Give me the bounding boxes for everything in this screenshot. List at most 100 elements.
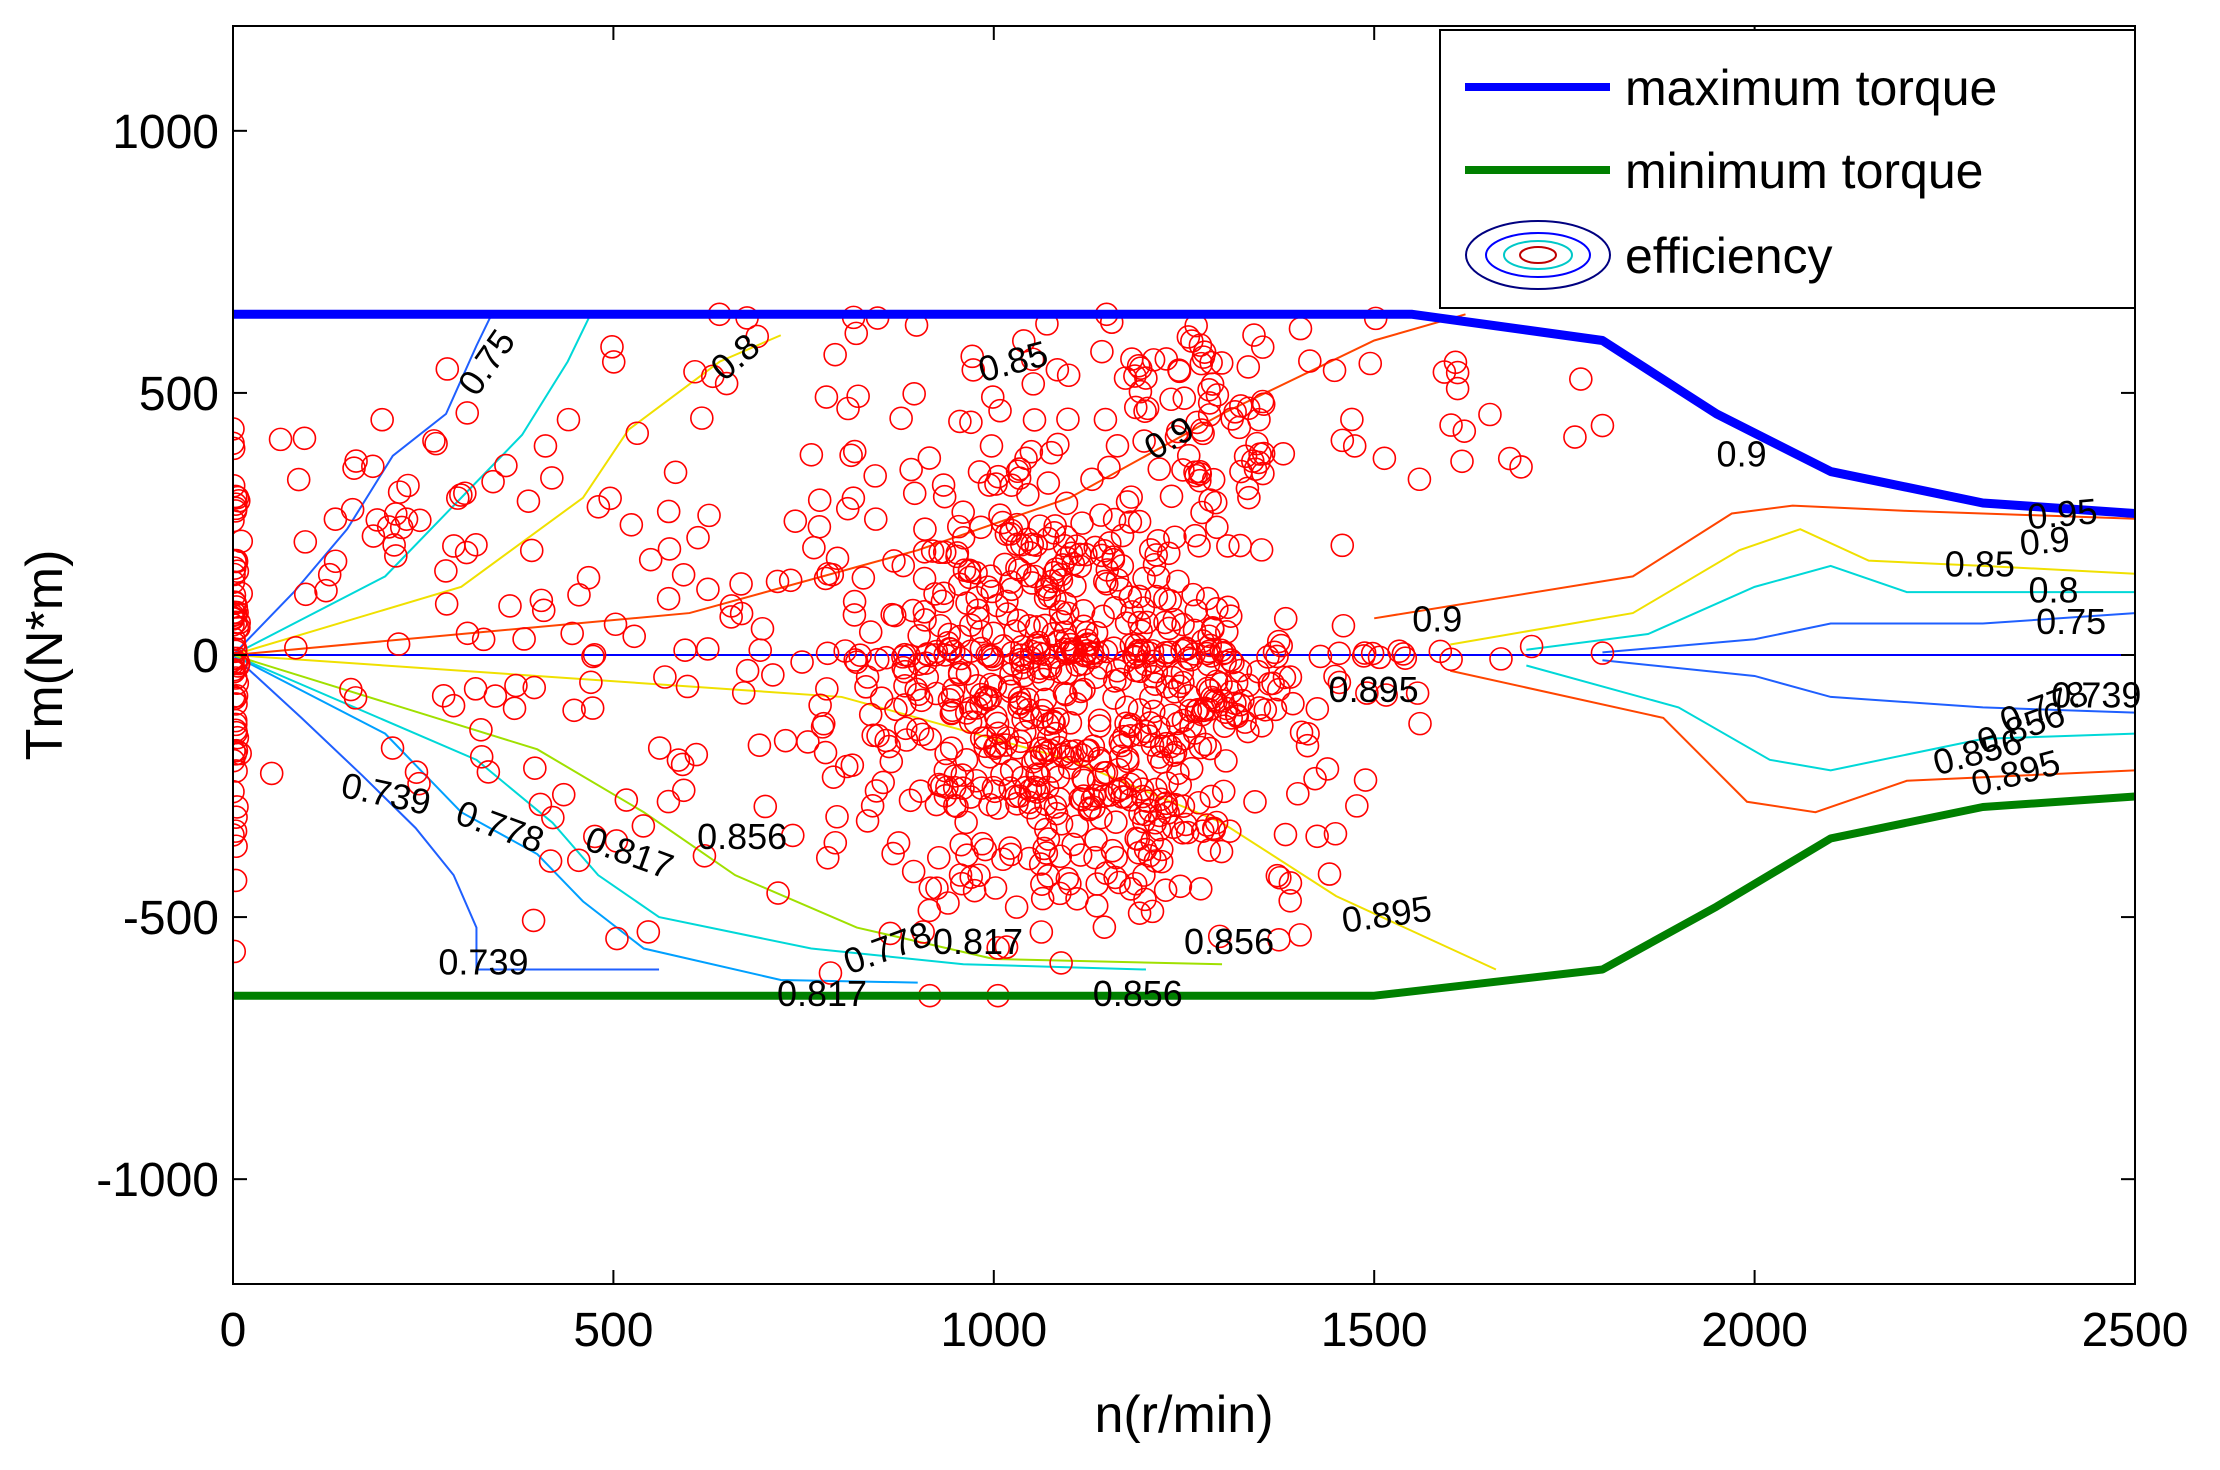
operating-point (1058, 871, 1082, 896)
operating-point (912, 566, 937, 591)
operating-point (814, 385, 839, 409)
operating-point (1197, 624, 1221, 649)
operating-point (1216, 534, 1240, 558)
operating-point (799, 442, 824, 467)
contour-label: 0.856 (697, 816, 787, 857)
operating-point (1308, 644, 1333, 669)
legend-label-max-torque: maximum torque (1625, 60, 1997, 116)
operating-point (969, 619, 994, 644)
operating-point (1105, 658, 1130, 683)
operating-point (233, 742, 248, 766)
operating-point (1266, 629, 1291, 654)
operating-point (833, 639, 857, 663)
axis-ticks: 0 500 1000 1500 2000 2500 -1000 -500 0 500 1000 (96, 26, 2188, 1357)
operating-point (902, 481, 927, 506)
operating-point (339, 677, 363, 702)
operating-point (928, 613, 953, 638)
operating-point (1030, 704, 1054, 729)
operating-point (1170, 638, 1194, 663)
operating-point (778, 568, 803, 593)
operating-point (860, 793, 885, 818)
operating-point (1205, 515, 1229, 540)
operating-point (1090, 339, 1114, 364)
operating-point (286, 467, 311, 492)
operating-point (976, 575, 1000, 600)
operating-point (1408, 711, 1432, 736)
operating-point (1074, 542, 1098, 567)
operating-point (891, 553, 916, 578)
operating-point (1125, 642, 1149, 666)
operating-point (1103, 669, 1127, 693)
operating-point (1102, 686, 1126, 710)
operating-point (1031, 667, 1056, 692)
operating-point (1197, 391, 1222, 415)
operating-point (1007, 686, 1032, 710)
operating-point (1132, 429, 1156, 453)
operating-point (233, 834, 248, 859)
operating-point (1072, 677, 1096, 702)
operating-point (1142, 552, 1167, 577)
operating-point (1268, 865, 1292, 890)
operating-point (1110, 554, 1135, 578)
operating-point (1236, 673, 1261, 698)
operating-point (1024, 615, 1049, 639)
operating-point (1360, 641, 1385, 666)
operating-point (970, 831, 994, 856)
operating-point (268, 427, 293, 452)
operating-point (1102, 507, 1127, 532)
operating-point (1119, 877, 1143, 901)
operating-point (404, 760, 429, 784)
operating-point (863, 507, 888, 531)
operating-point (1092, 915, 1117, 939)
operating-point (958, 710, 983, 734)
operating-point (892, 642, 917, 667)
operating-point (1140, 899, 1165, 924)
operating-point (1439, 413, 1463, 437)
y-tick-label: 1000 (112, 106, 219, 159)
operating-point (1235, 476, 1260, 501)
operating-point (977, 644, 1002, 668)
y-tick-label: 0 (192, 630, 219, 683)
operating-point (1049, 562, 1073, 587)
operating-point (1083, 845, 1107, 870)
operating-point (1288, 923, 1312, 947)
contour-label: 0.856 (1093, 973, 1183, 1014)
operating-point (1153, 610, 1177, 635)
operating-point (1165, 419, 1190, 444)
operating-point (631, 814, 656, 838)
operating-point (453, 481, 477, 506)
efficiency-contour (1450, 528, 2135, 646)
operating-point (1094, 571, 1119, 596)
operating-point (233, 484, 248, 509)
operating-point (1190, 500, 1214, 525)
operating-point (293, 582, 318, 607)
operating-point (1042, 521, 1067, 545)
operating-point (1064, 692, 1088, 716)
operating-point (821, 765, 846, 789)
operating-point (469, 718, 493, 742)
operating-point (983, 876, 1008, 900)
operating-point (846, 384, 870, 409)
efficiency-contour (1526, 564, 2135, 651)
operating-point (1330, 428, 1355, 453)
operating-point (696, 577, 720, 602)
operating-point (1242, 323, 1266, 347)
operating-point (1043, 795, 1068, 819)
operating-point (580, 696, 605, 720)
operating-point (560, 621, 584, 646)
operating-point (1215, 620, 1239, 644)
operating-point (1108, 730, 1133, 754)
operating-point (233, 613, 245, 637)
operating-point (455, 621, 480, 646)
operating-point (1052, 744, 1076, 769)
operating-point (1250, 335, 1275, 359)
operating-point (1043, 587, 1067, 611)
operating-point (1269, 633, 1293, 658)
operating-point (1005, 556, 1029, 580)
operating-point (1450, 449, 1474, 474)
operating-point (1092, 761, 1116, 785)
operating-point (1159, 387, 1183, 412)
operating-point (923, 643, 948, 667)
operating-point (1107, 870, 1131, 895)
efficiency-contour (233, 654, 1146, 971)
